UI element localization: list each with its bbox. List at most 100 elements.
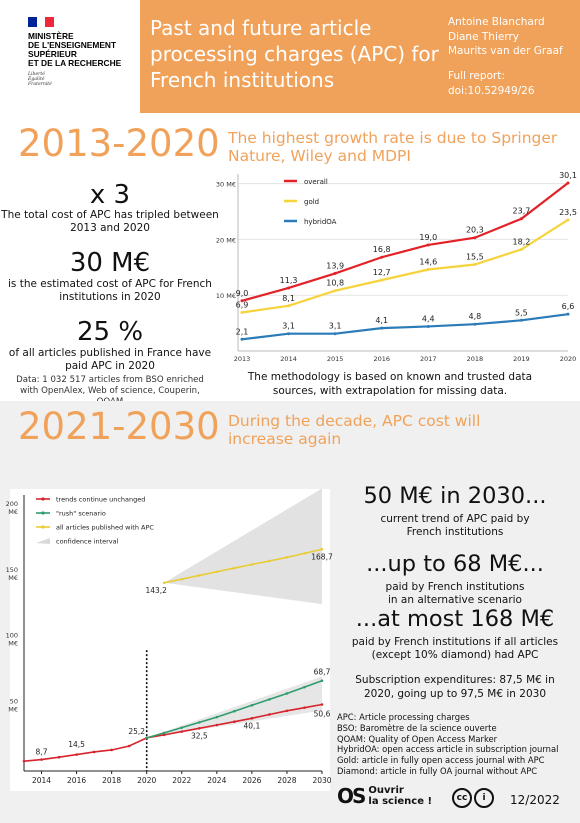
data-label: 68,7	[314, 668, 331, 677]
data-label: 4,8	[468, 312, 481, 321]
data-point	[145, 736, 149, 740]
section1-subtitle: The highest growth rate is due to Spring…	[228, 129, 558, 165]
data-label: 3,1	[329, 322, 342, 331]
data-label: 16,8	[373, 245, 391, 254]
legend-label: overall	[304, 178, 328, 186]
data-label: 18,2	[513, 237, 531, 246]
legend-marker	[41, 525, 45, 529]
data-point	[333, 289, 337, 293]
data-point	[320, 547, 324, 551]
data-point	[426, 243, 430, 247]
data-label: 40,1	[244, 721, 261, 730]
x-tick-label: 2016	[373, 355, 390, 363]
data-point	[426, 324, 430, 328]
data-point	[268, 713, 271, 716]
data-point	[303, 706, 306, 709]
data-label: 23,5	[559, 208, 577, 217]
glossary-item: APC: Article processing charges	[337, 712, 470, 722]
data-label: 4,4	[422, 314, 435, 323]
methodology-note: The methodology is based on known and tr…	[247, 371, 533, 397]
data-point	[180, 726, 184, 729]
x-tick-label: 2013	[234, 355, 251, 363]
glossary-item: Diamond: article in fully OA journal wit…	[337, 765, 538, 776]
data-point	[127, 744, 131, 748]
data-point	[197, 726, 201, 730]
motto-line: Liberté	[28, 72, 45, 77]
republic-motto: Liberté Égalité Fraternité	[28, 72, 52, 87]
legend-marker	[41, 511, 45, 515]
data-point	[197, 574, 201, 577]
period-2021-2030-heading: 2021-2030	[18, 405, 220, 448]
data-point	[233, 566, 236, 570]
brand-line: Ouvrir	[368, 785, 404, 796]
x-tick-label: 2014	[32, 776, 51, 785]
stat-triple-text: The total cost of APC has tripled betwee…	[1, 209, 219, 234]
data-point	[250, 563, 254, 566]
attribution-icon: i	[474, 788, 494, 808]
x-tick-label: 2026	[242, 776, 261, 785]
data-point	[75, 753, 78, 756]
data-point	[268, 698, 271, 701]
data-point	[240, 310, 244, 314]
data-point	[320, 679, 324, 683]
creative-commons-license: cc i	[452, 788, 494, 808]
data-point	[566, 218, 570, 222]
data-point	[519, 247, 523, 251]
data-label: 13,9	[326, 261, 344, 270]
confidence-interval-band	[164, 488, 322, 605]
data-point	[380, 326, 384, 330]
y-tick-unit: M€	[8, 508, 18, 516]
data-point	[519, 217, 523, 221]
y-tick-label: 150	[6, 566, 18, 574]
ministry-line: DE L'ENSEIGNEMENT	[28, 40, 117, 50]
y-tick-label: 30 M€	[216, 181, 236, 189]
stat-cost-2020-text: is the estimated cost of APC for French …	[8, 278, 212, 303]
data-point	[285, 555, 289, 559]
series-line-hybridOA	[241, 313, 569, 341]
series-line-overall	[241, 182, 569, 302]
legend-marker	[41, 497, 45, 501]
data-point	[268, 559, 271, 563]
x-tick-label: 2019	[513, 355, 530, 363]
report-doi-link[interactable]: doi:10.52949/26	[448, 84, 535, 97]
data-label: 8,7	[36, 748, 48, 757]
fact-68m-text: paid by French institutions in an altern…	[385, 581, 525, 606]
data-point	[250, 716, 254, 720]
data-label: 20,3	[466, 226, 484, 235]
legend-label: trends continue unchanged	[56, 496, 145, 504]
data-point	[287, 332, 291, 336]
data-label: 8,1	[282, 294, 295, 303]
ministry-line: MINISTÈRE	[28, 31, 74, 41]
fact-168m: ...at most 168 M€	[355, 606, 555, 632]
data-label: 3,1	[282, 322, 295, 331]
legend-label: all articles published with APC	[56, 524, 154, 532]
data-point	[287, 286, 291, 290]
french-flag-icon	[28, 17, 55, 27]
legend-label: gold	[304, 198, 319, 206]
ouvrir-la-science-logo: OS Ouvrir la science !	[337, 784, 432, 808]
stat-share-apc: 25 %	[76, 317, 144, 347]
y-tick-label: 10 M€	[216, 292, 236, 300]
data-label: 25,2	[128, 727, 145, 736]
data-label: 2,1	[236, 327, 249, 336]
x-tick-label: 2020	[137, 776, 156, 785]
x-tick-label: 2022	[172, 776, 191, 785]
glossary-item: QOAM: Quality of Open Access Marker	[337, 733, 498, 744]
data-point	[162, 733, 166, 737]
data-point	[285, 709, 289, 713]
x-tick-label: 2014	[280, 355, 297, 363]
data-label: 23,7	[513, 207, 531, 216]
data-point	[40, 758, 43, 761]
data-point	[233, 709, 236, 713]
ministry-line: ET DE LA RECHERCHE	[28, 58, 122, 68]
series-line	[23, 703, 323, 762]
y-tick-unit: M€	[8, 705, 18, 713]
data-point	[57, 755, 61, 759]
x-tick-label: 2024	[207, 776, 226, 785]
y-tick-unit: M€	[8, 574, 18, 582]
y-tick-label: 50	[10, 697, 18, 705]
data-label: 32,5	[191, 731, 208, 740]
page-title: Past and future article processing charg…	[150, 16, 439, 92]
data-point	[215, 570, 219, 574]
